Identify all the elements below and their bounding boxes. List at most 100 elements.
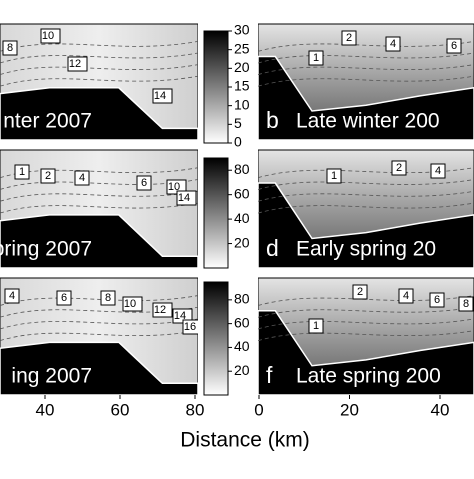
contour-line [258, 41, 474, 52]
colorbar-tick-label: 80 [234, 291, 250, 307]
contour-label: 12 [69, 58, 81, 70]
seafloor [258, 182, 474, 269]
contour-label-box [100, 290, 116, 306]
contour-label-box [308, 318, 324, 334]
contour-label: 6 [434, 294, 440, 306]
colorbar-tick-label: 10 [234, 96, 250, 112]
contour-label: 14 [174, 310, 186, 322]
x-tick-label: 60 [111, 400, 130, 419]
colorbar [203, 281, 229, 396]
contour-label-box [40, 168, 56, 184]
contour-line [0, 318, 198, 330]
contour-line [0, 330, 198, 342]
contour-line [0, 295, 198, 306]
contour-line [0, 75, 198, 87]
colorbar-tick-label: 60 [234, 314, 250, 330]
panel-label: Early spring 20 [296, 238, 436, 261]
contour-label: 6 [61, 292, 67, 304]
contour-label-box [74, 170, 90, 186]
contour-label-box [385, 36, 401, 52]
panel-label: nter 2007 [3, 110, 92, 133]
contour-label: 2 [45, 170, 51, 182]
contour-label: 4 [9, 290, 15, 302]
contour-line [258, 75, 474, 87]
colorbar [203, 30, 229, 144]
contour-line [258, 64, 474, 75]
contour-label-box [398, 288, 414, 304]
contour-label: 10 [42, 30, 54, 42]
contour-label-box [429, 292, 445, 308]
contour-label: 2 [346, 32, 352, 44]
contour-line [258, 190, 474, 202]
panel-label: ing 2007 [11, 365, 92, 388]
contour-label-box [56, 290, 72, 306]
seafloor [0, 341, 198, 396]
contour-label-box [341, 30, 357, 46]
contour-label-box [136, 175, 152, 191]
contour-line [0, 190, 198, 202]
colorbar-tick-label: 60 [234, 185, 250, 201]
contour-label-box [430, 163, 446, 179]
contour-label: 2 [357, 286, 363, 298]
contour-line [258, 318, 474, 330]
contour-line [0, 202, 198, 214]
seafloor [0, 87, 198, 141]
contour-line [0, 52, 198, 64]
x-tick-label: 40 [431, 400, 450, 419]
colorbar-tick-label: 20 [234, 59, 250, 75]
contour-label-box [176, 190, 197, 206]
contour-label-box [152, 88, 173, 104]
colorbar-tick-label: 40 [234, 210, 250, 226]
colorbar-tick-label: 30 [234, 22, 250, 38]
contour-label: 8 [7, 42, 13, 54]
panel-letter: d [266, 235, 279, 261]
contour-line [258, 202, 474, 214]
contour-line [258, 306, 474, 318]
contour-label-box [40, 28, 61, 44]
contour-label: 1 [313, 320, 319, 332]
contour-label-box [2, 40, 18, 56]
contour-label-box [446, 38, 462, 54]
contour-label-box [152, 302, 173, 318]
contour-label: 12 [154, 304, 166, 316]
colorbar-tick-label: 20 [234, 234, 250, 250]
contour-line [0, 41, 198, 52]
colorbar-tick-label: 15 [234, 78, 250, 94]
contour-label-box [326, 168, 342, 184]
panel: 1 2 4 d Early spring 20 [258, 149, 474, 269]
colorbar-tick-label: 0 [234, 134, 242, 150]
contour-label: 16 [184, 321, 196, 333]
x-tick-label: 0 [254, 400, 263, 419]
panel-letter: f [266, 362, 273, 388]
colorbar-tick-label: 25 [234, 40, 250, 56]
seafloor [258, 55, 474, 141]
contour-label-box [67, 56, 88, 72]
contour-label: 6 [141, 177, 147, 189]
contour-line [0, 64, 198, 75]
panel: 8 10 12 14 nter 2007 [0, 23, 198, 141]
panel-letter: b [266, 107, 279, 133]
contour-label-box [122, 296, 143, 312]
x-tick-label: 40 [36, 400, 55, 419]
colorbar-tick-label: 5 [234, 115, 242, 131]
contour-label-box [308, 50, 324, 66]
contour-label: 4 [79, 172, 85, 184]
x-tick-label: 80 [186, 400, 205, 419]
colorbar [203, 157, 229, 269]
panel: 1 2 4 6 b Late winter 200 [258, 23, 474, 141]
contour-label: 1 [19, 166, 25, 178]
contour-label: 4 [435, 165, 441, 177]
contour-line [258, 330, 474, 342]
contour-line [258, 179, 474, 190]
colorbar-tick-label: 20 [234, 362, 250, 378]
contour-label-box [391, 160, 407, 176]
x-axis-label: Distance (km) [180, 429, 310, 452]
colorbar-tick-label: 80 [234, 161, 250, 177]
panel-label: Late spring 200 [296, 365, 441, 388]
contour-label: 6 [451, 40, 457, 52]
contour-label: 1 [331, 170, 337, 182]
contour-label: 4 [390, 38, 396, 50]
